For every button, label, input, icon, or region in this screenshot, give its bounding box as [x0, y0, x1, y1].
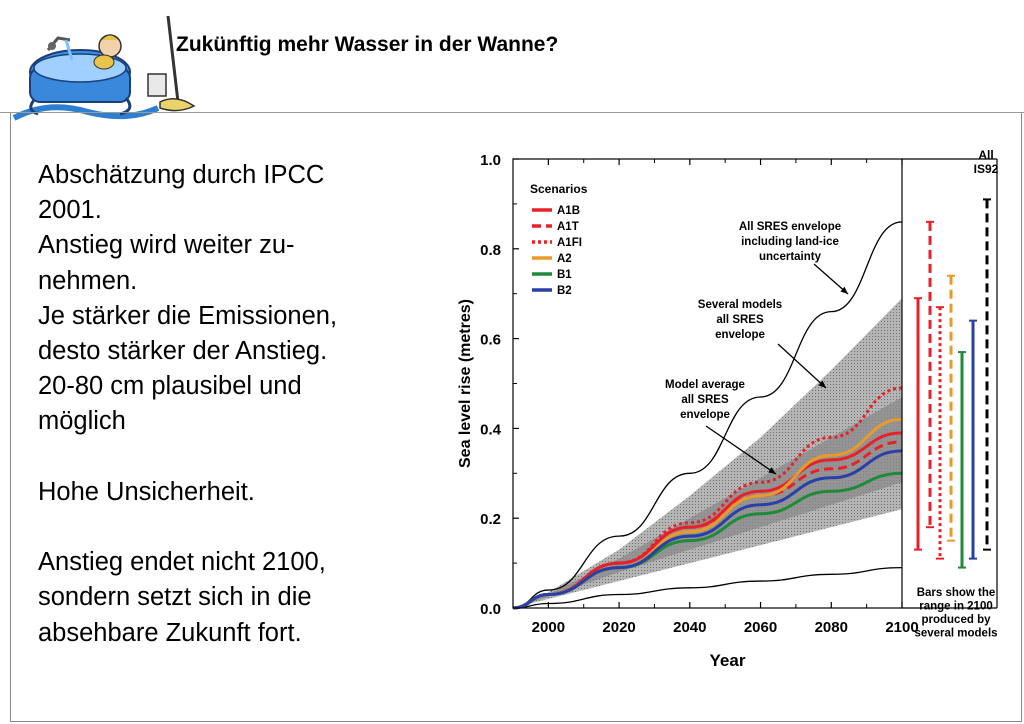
- body-line: desto stärker der Anstieg.: [38, 337, 328, 366]
- y-tick-label: 0.2: [480, 511, 501, 528]
- annotation-line: including land-ice: [741, 236, 839, 248]
- annotation-line: range in 2100: [919, 601, 993, 613]
- y-tick-label: 0.8: [480, 242, 501, 259]
- body-line: Anstieg wird weiter zu-: [38, 231, 295, 260]
- annotation-arrow: [813, 263, 849, 295]
- sea-level-chart-svg: 0.0 0.2 0.4 0.6 0.8 1.0 2000 2020 2040 2060 2080 21…: [457, 148, 999, 670]
- legend-label-b1: B1: [557, 269, 572, 281]
- annotation-line: envelope: [680, 409, 730, 421]
- body-line: Hohe Unsicherheit.: [38, 477, 255, 506]
- legend-label-a1b: A1B: [557, 205, 580, 217]
- header-divider: [0, 112, 1024, 113]
- body-line: 20-80 cm plausibel und: [38, 372, 302, 401]
- annotation-several_models: Several models all SRES envelope: [698, 299, 782, 341]
- annotation-line: uncertainty: [759, 251, 822, 263]
- series-line-a1fi: [512, 386, 903, 610]
- annotation-model_average: Model average all SRES envelope: [665, 379, 745, 421]
- annotation-line: All: [978, 148, 993, 162]
- y-axis-label: Sea level rise (metres): [457, 299, 474, 468]
- envelope-several-models: [513, 298, 902, 608]
- x-tick-label: 2080: [815, 619, 848, 636]
- series-line-b2: [512, 449, 903, 610]
- annotation-arrowhead: [818, 380, 826, 388]
- y-tick-label: 1.0: [480, 152, 501, 169]
- content-frame: [10, 113, 1022, 722]
- x-tick-label: 2040: [673, 619, 706, 636]
- legend-label-a1fi: A1FI: [557, 237, 582, 249]
- annotation-line: several models: [914, 628, 997, 640]
- annotation-arrowhead: [768, 467, 776, 474]
- body-line: Anstieg endet nicht 2100,: [38, 548, 326, 577]
- body-line: absehbare Zukunft fort.: [38, 618, 302, 647]
- envelope-land-ice-upper: [512, 221, 903, 609]
- x-tick-label: 2020: [602, 619, 635, 636]
- envelope-model-average: [513, 396, 902, 608]
- annotation-line: envelope: [715, 329, 765, 341]
- x-axis-label: Year: [710, 651, 746, 670]
- body-line: sondern setzt sich in die: [38, 583, 312, 612]
- body-line: Abschätzung durch IPCC: [38, 161, 325, 189]
- body-line: Je stärker die Emissionen,: [38, 301, 338, 330]
- annotation-arrow: [777, 343, 827, 389]
- body-line: möglich: [38, 407, 126, 436]
- y-tick-label: 0.0: [480, 601, 501, 618]
- body-text: Abschätzung durch IPCC 2001. Anstieg wir…: [38, 158, 438, 651]
- x-tick-label: 2000: [532, 619, 565, 636]
- y-tick-label: 0.6: [480, 332, 501, 349]
- annotation-arrow: [705, 425, 777, 475]
- annotation-land_ice: All SRES envelope including land-ice uncer…: [739, 221, 841, 263]
- annotation-line: all SRES: [716, 314, 764, 326]
- legend-title: Scenarios: [530, 182, 588, 196]
- legend-label-b2: B2: [557, 285, 572, 297]
- annotation-is92: All IS92: [974, 148, 999, 176]
- annotation-line: All SRES envelope: [739, 221, 841, 233]
- body-line-gap: [38, 440, 438, 475]
- plot-frame: [512, 158, 903, 609]
- body-line: 2001.: [38, 196, 102, 225]
- page-title: Zukünftig mehr Wasser in der Wanne?: [176, 33, 559, 56]
- y-tick-label: 0.4: [480, 421, 502, 438]
- annotation-bars_note: Bars show the range in 2100 produced by sev…: [914, 587, 997, 640]
- legend-label-a2: A2: [557, 253, 572, 265]
- sea-level-chart: 0.0 0.2 0.4 0.6 0.8 1.0 2000 2020 2040 2060 2080 21…: [440, 126, 1010, 674]
- annotation-line: produced by: [921, 614, 991, 626]
- legend-label-a1t: A1T: [557, 221, 579, 233]
- annotation-line: Bars show the: [917, 587, 996, 599]
- annotation-line: IS92: [974, 162, 999, 176]
- x-tick-label: 2100: [885, 619, 918, 636]
- body-line: nehmen.: [38, 266, 138, 295]
- bathtub-logo: [8, 10, 198, 125]
- annotation-line: all SRES: [681, 394, 729, 406]
- annotation-arrowhead: [840, 286, 848, 294]
- annotation-line: Model average: [665, 379, 745, 391]
- annotation-line: Several models: [698, 299, 782, 311]
- x-tick-label: 2060: [744, 619, 777, 636]
- body-line-gap: [38, 510, 438, 545]
